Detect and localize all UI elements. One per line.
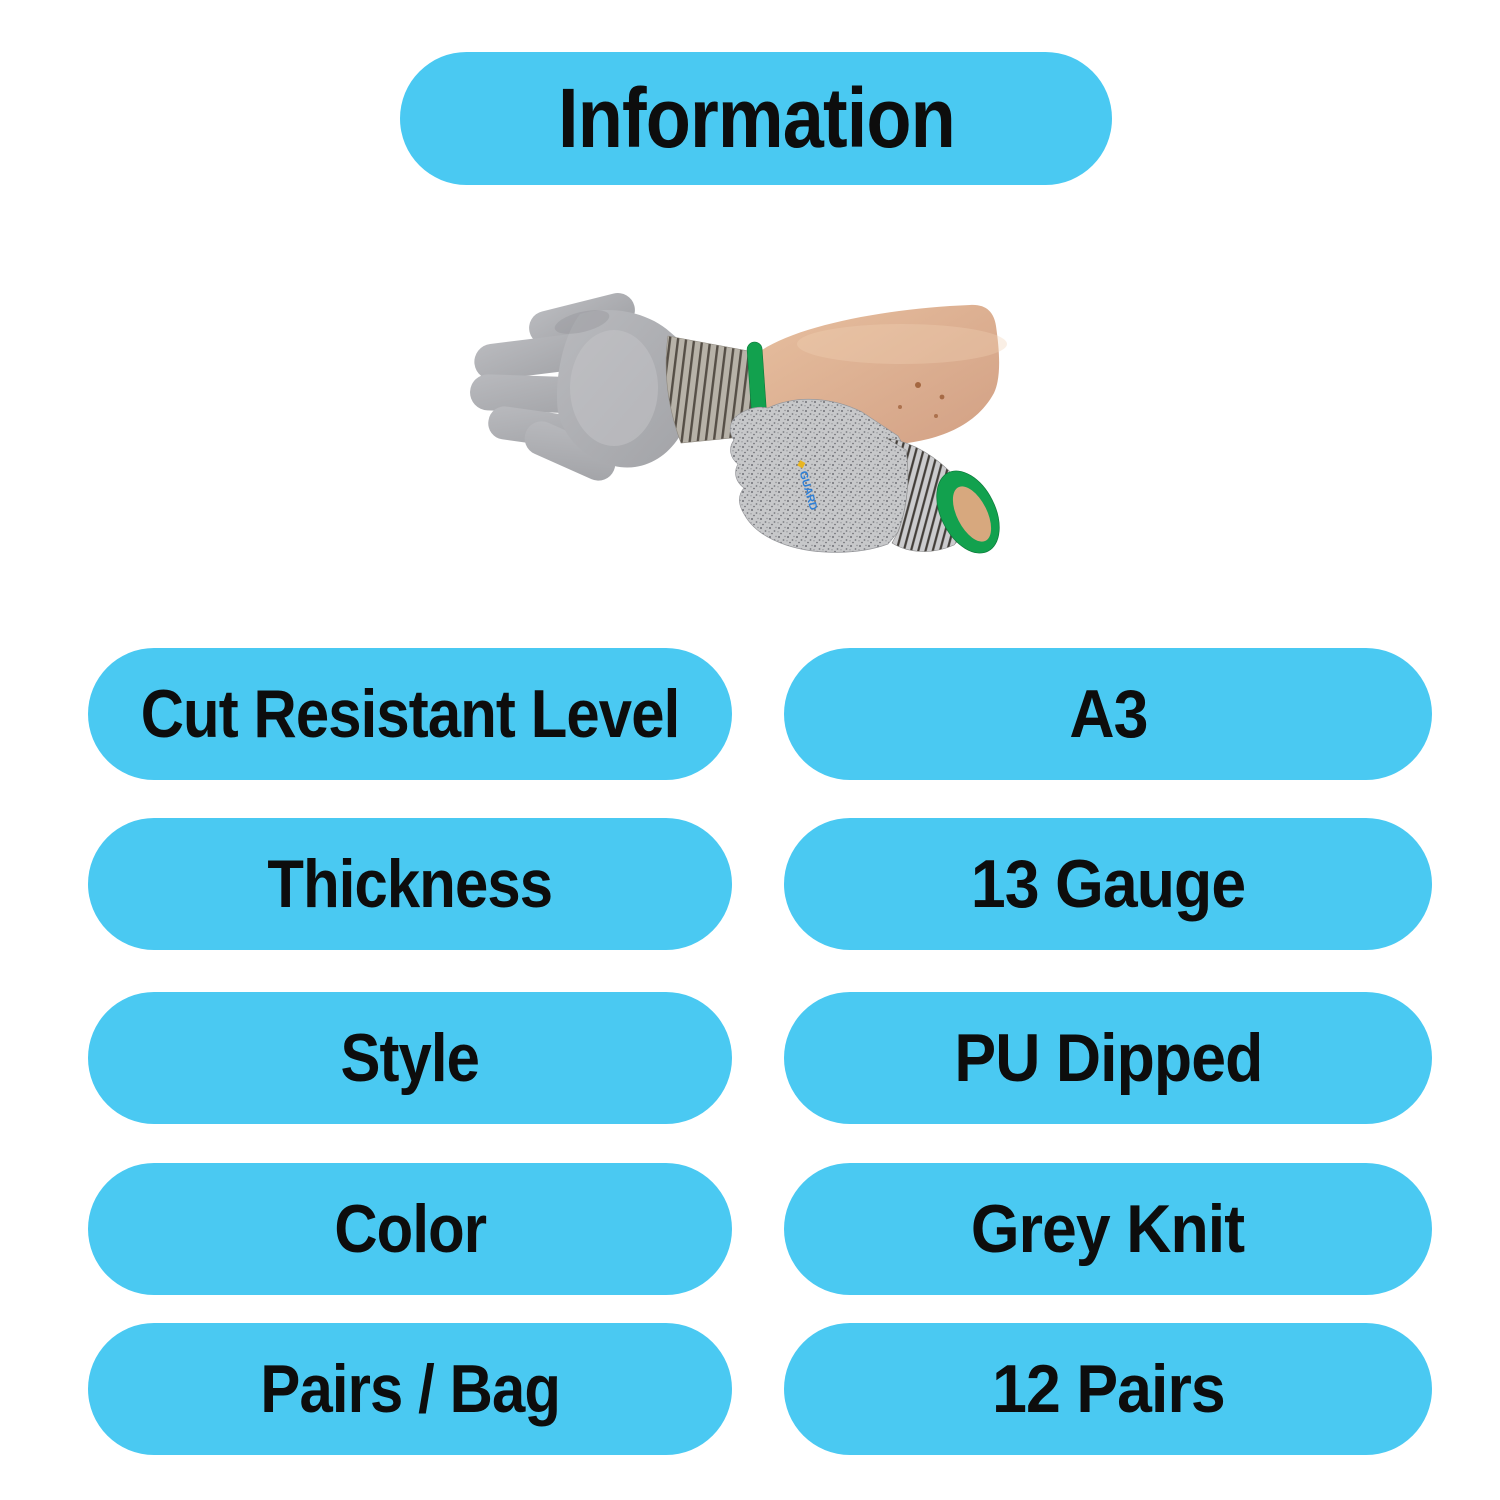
glove-illustration: GUARD [470,293,1007,554]
spec-value-text: A3 [1068,676,1148,752]
pu-dipped-glove [470,293,692,481]
information-title-pill: Information [400,52,1112,185]
spec-label-text: Cut Resistant Level [140,676,680,752]
spec-value-thickness: 13 Gauge [784,818,1432,950]
spec-value-text: PU Dipped [953,1020,1263,1096]
spec-label-style: Style [88,992,732,1124]
spec-value-style: PU Dipped [784,992,1432,1124]
spec-label-text: Pairs / Bag [260,1351,561,1427]
spec-label-cut-resistant-level: Cut Resistant Level [88,648,732,780]
speckled-glove-hand: GUARD [729,398,1000,554]
skin-through-cuff [952,486,992,542]
product-photo-gloves: GUARD [462,292,1038,592]
spec-label-text: Style [340,1020,481,1096]
spec-value-color: Grey Knit [784,1163,1432,1295]
spec-label-pairs-per-bag: Pairs / Bag [88,1323,732,1455]
spec-label-text: Thickness [267,846,554,922]
spec-value-text: Grey Knit [971,1191,1245,1267]
spec-value-text: 12 Pairs [991,1351,1226,1427]
spec-label-text: Color [334,1191,487,1267]
information-title: Information [557,71,956,165]
spec-value-pairs-per-bag: 12 Pairs [784,1323,1432,1455]
spec-value-cut-resistant-level: A3 [784,648,1432,780]
spec-label-color: Color [88,1163,732,1295]
spec-label-thickness: Thickness [88,818,732,950]
spec-value-text: 13 Gauge [970,846,1246,922]
